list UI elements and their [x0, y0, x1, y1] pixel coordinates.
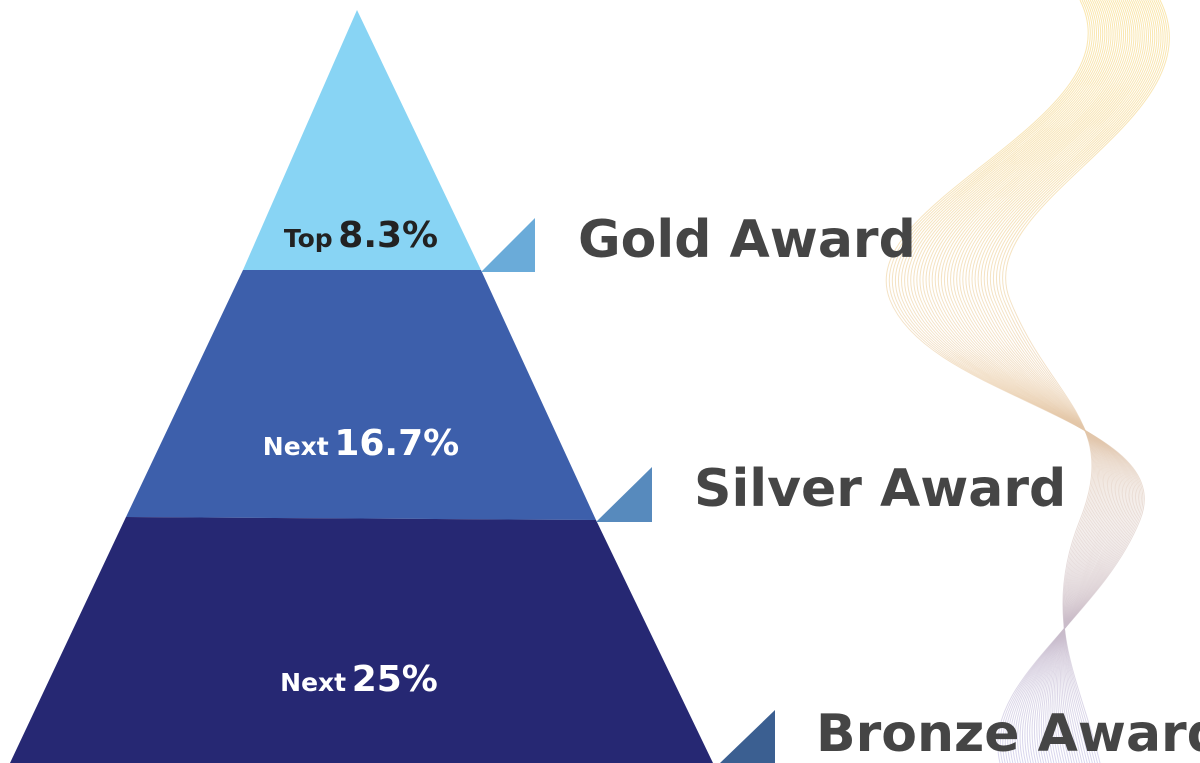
tier-value: 8.3%: [338, 215, 438, 256]
pointer-gold: [481, 218, 535, 272]
tier-prefix: Next: [280, 668, 346, 697]
wave-line: [1005, 0, 1170, 763]
tier-gold: [243, 10, 481, 270]
tier-bronze: [10, 517, 713, 763]
award-label: Bronze Award: [816, 704, 1200, 763]
tier-label: Next 16.7%: [263, 423, 459, 464]
award-label: Gold Award: [578, 210, 916, 270]
pointer-silver: [596, 467, 652, 522]
tier-silver: [126, 270, 596, 520]
tier-prefix: Top: [284, 224, 333, 253]
wave-line: [950, 0, 1133, 763]
tier-label: Next 25%: [280, 659, 438, 700]
background-waves: [885, 0, 1170, 763]
tier-prefix: Next: [263, 432, 329, 461]
tier-value: 16.7%: [334, 423, 459, 464]
tier-label: Top 8.3%: [284, 215, 438, 256]
pointer-bronze: [720, 710, 775, 763]
award-label: Silver Award: [694, 459, 1066, 519]
tier-value: 25%: [352, 659, 438, 700]
